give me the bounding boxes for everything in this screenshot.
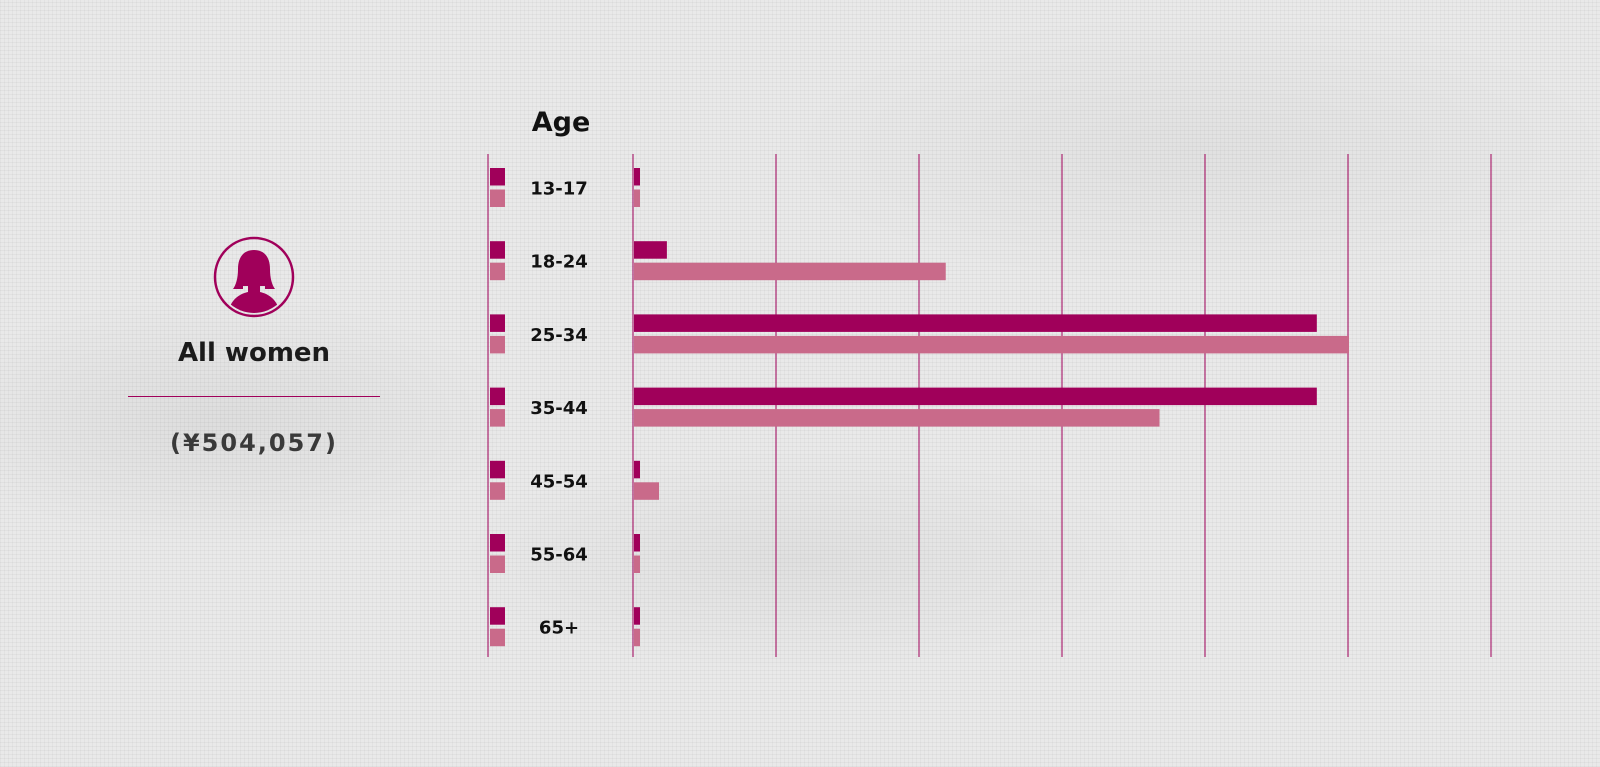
legend-swatch (490, 314, 505, 332)
legend-swatch (490, 534, 505, 552)
bar (634, 314, 1317, 332)
audience-group-label: All women (177, 338, 331, 368)
legend-swatch (490, 555, 505, 573)
bar (634, 555, 640, 573)
bar (634, 189, 640, 207)
legend-swatch (490, 387, 505, 406)
category-label: 55-64 (530, 545, 588, 566)
bar (634, 460, 640, 479)
category-label: 18-24 (530, 252, 588, 273)
legend-swatch (490, 628, 505, 647)
panel-divider (128, 396, 380, 397)
legend-swatch (490, 241, 505, 259)
legend-swatch (490, 607, 505, 625)
category-label: 65+ (539, 618, 579, 639)
woman-avatar-icon (213, 236, 295, 318)
bar (634, 482, 660, 500)
bar (634, 335, 1349, 354)
chart-title: Age (532, 107, 591, 138)
bar (634, 387, 1317, 406)
bar (634, 534, 640, 552)
legend-swatch (490, 335, 505, 354)
category-label: 45-54 (530, 471, 588, 492)
bar (634, 409, 1160, 427)
bar (634, 168, 640, 186)
audience-panel: All women (¥504,057) (128, 236, 380, 457)
bar (634, 607, 640, 625)
legend-swatch (490, 262, 505, 281)
bar (634, 241, 667, 259)
category-label: 35-44 (530, 398, 588, 419)
legend-swatch (490, 409, 505, 427)
legend-swatch (490, 482, 505, 500)
legend-swatch (490, 168, 505, 186)
bar (634, 628, 640, 647)
category-label: 25-34 (530, 325, 588, 346)
legend-swatch (490, 189, 505, 207)
bar (634, 262, 946, 281)
category-label: 13-17 (530, 179, 588, 200)
legend-swatch (490, 460, 505, 479)
audience-total-value: (¥504,057) (170, 429, 338, 457)
